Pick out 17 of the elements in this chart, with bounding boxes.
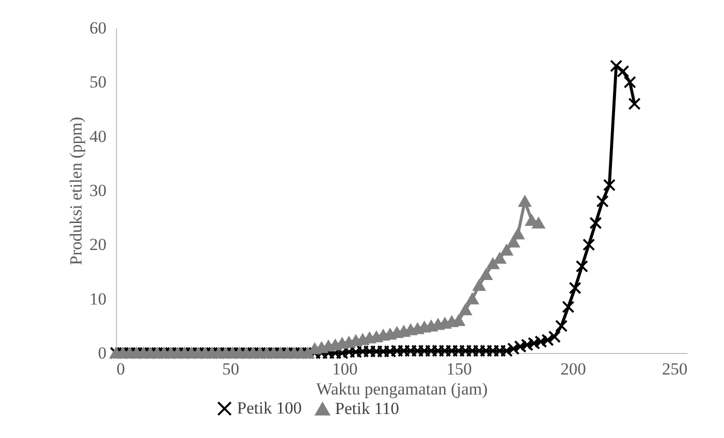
y-tick-label: 40 — [90, 126, 106, 146]
legend-label: Petik 100 — [237, 398, 302, 418]
x-axis-title: Waktu pengamatan (jam) — [316, 380, 488, 398]
legend-label: Petik 110 — [335, 399, 400, 418]
y-tick-label: 50 — [90, 72, 106, 92]
x-tick-label: 200 — [560, 360, 586, 378]
y-tick-label: 60 — [90, 18, 106, 38]
x-tick-label: 50 — [222, 360, 240, 378]
x-tick-label: 250 — [662, 360, 688, 378]
x-tick-label: 150 — [446, 360, 472, 378]
x-tick-label: 0 — [116, 360, 125, 378]
x-tick-label: 100 — [332, 360, 358, 378]
y-axis-title: Produksi etilen (ppm) — [66, 116, 86, 266]
y-tick-label: 0 — [98, 344, 106, 362]
y-tick-label: 10 — [90, 289, 106, 308]
y-tick-label: 30 — [90, 181, 106, 200]
y-tick-label: 20 — [90, 235, 106, 254]
